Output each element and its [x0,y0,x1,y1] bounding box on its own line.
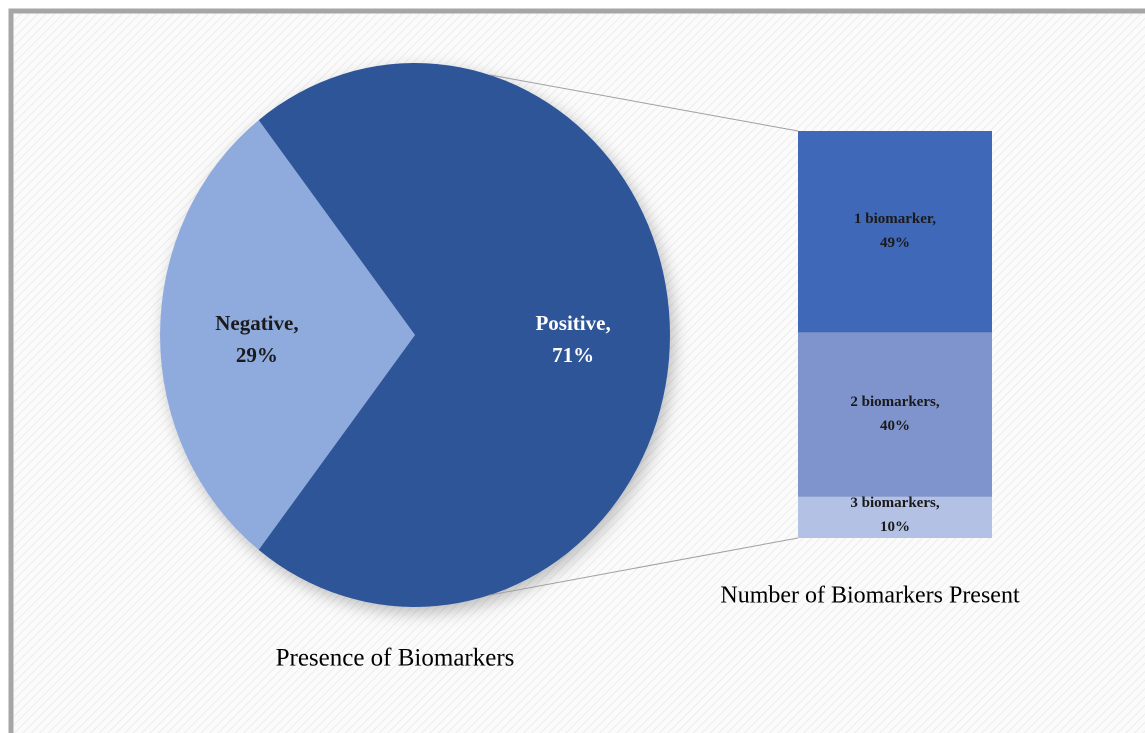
data-label: Positive, [535,311,610,335]
bar-segment [798,332,992,497]
pie-slice [159,120,415,550]
data-label: 1 biomarker, [854,211,936,227]
data-label: 40% [880,418,910,434]
data-label: 10% [880,519,910,535]
bar-segment [798,131,992,333]
data-label: 49% [880,235,910,251]
bar-title: Number of Biomarkers Present [720,583,1020,609]
bar-stack [798,131,992,538]
data-label: 3 biomarkers, [850,495,939,511]
data-label: Negative, [215,311,298,335]
pie [159,63,671,608]
connector-line [489,74,799,132]
pie-slice [258,63,671,608]
data-label: 2 biomarkers, [850,394,939,410]
pie-title: Presence of Biomarkers [276,645,515,672]
bar-segment [798,496,992,538]
connector-line [489,537,799,596]
data-label: 71% [552,343,594,367]
data-label: 29% [236,343,278,367]
